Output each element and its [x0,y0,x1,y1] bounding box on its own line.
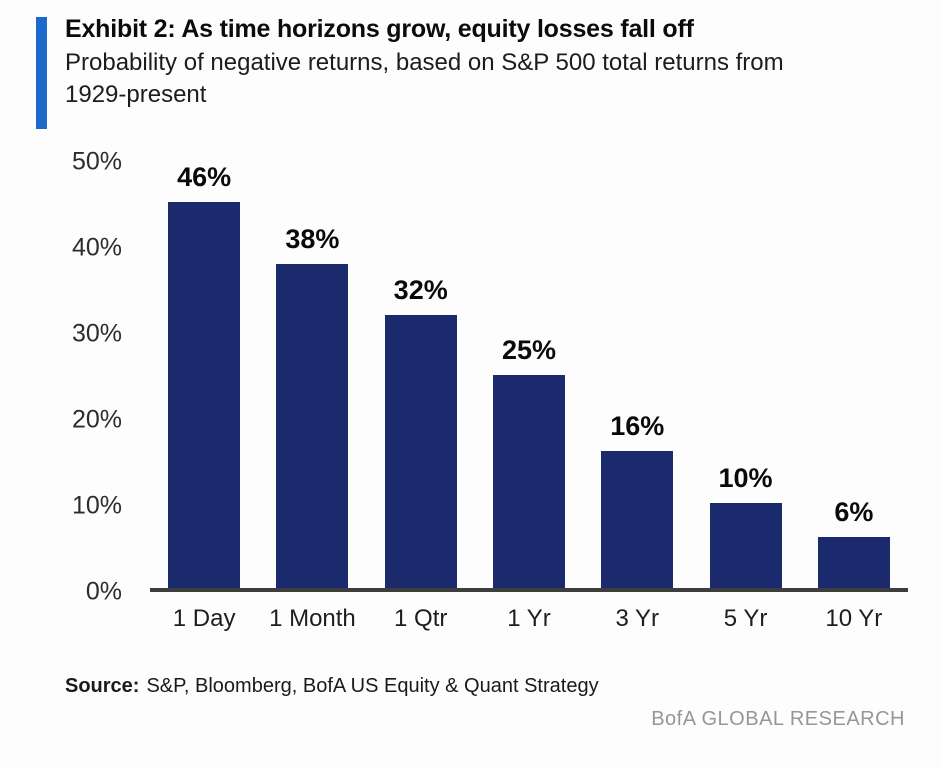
accent-bar [36,17,47,129]
bar [276,264,349,588]
y-axis-tick: 20% [71,405,122,434]
source-label: Source: [65,674,140,697]
bar-value-label: 32% [393,275,448,306]
chart-header: Exhibit 2: As time horizons grow, equity… [0,14,941,129]
x-axis-label: 1 Day [172,604,236,632]
y-axis-tick: 10% [71,491,122,520]
bar-group: 46% [150,162,258,588]
bar-value-label: 46% [177,161,232,192]
bar-group: 6% [800,162,908,588]
x-axis-label: 1 Yr [507,604,551,632]
y-axis-tick: 30% [71,319,122,348]
bar-group: 16% [583,162,691,588]
bar [492,374,565,588]
source-note: Source: S&P, Bloomberg, BofA US Equity & … [65,675,941,698]
bar [601,451,674,588]
x-labels-row: 1 Day 1 Month 1 Qtr 1 Yr 3 Yr 5 Yr 10 Yr [150,605,908,633]
bar-chart: 50% 40% 30% 20% 10% 0% 46% 38% 32% 25% 16% 10% 6% [0,147,941,605]
bar-value-label: 38% [285,224,340,255]
x-axis-label: 1 Month [269,604,356,632]
bar-value-label: 10% [718,462,773,493]
y-axis: 50% 40% 30% 20% 10% 0% [0,147,150,605]
bar [168,201,241,588]
bofa-branding: BofA GLOBAL RESEARCH [651,707,905,730]
bar [817,536,890,588]
bar-group: 25% [475,162,583,588]
exhibit-title: Exhibit 2: As time horizons grow, equity… [65,15,694,43]
bars-row: 46% 38% 32% 25% 16% 10% 6% [150,162,908,588]
x-axis-label: 10 Yr [825,604,883,632]
y-axis-tick: 50% [71,147,122,176]
bar-value-label: 6% [834,496,874,527]
bar-value-label: 16% [610,411,665,442]
bar-group: 38% [258,162,366,588]
bar [384,315,457,588]
x-axis-label: 1 Qtr [394,604,448,632]
bar [709,502,782,588]
plot-area: 46% 38% 32% 25% 16% 10% 6% [150,162,908,592]
bar-group: 10% [691,162,799,588]
bar-value-label: 25% [501,334,556,365]
bar-group: 32% [367,162,475,588]
y-axis-tick: 40% [71,233,122,262]
x-axis-label: 5 Yr [723,604,768,632]
x-axis-label: 3 Yr [615,604,660,632]
y-axis-tick: 0% [85,577,122,606]
exhibit-subtitle: Probability of negative returns, based o… [65,49,784,109]
source-text: S&P, Bloomberg, BofA US Equity & Quant S… [146,674,599,697]
